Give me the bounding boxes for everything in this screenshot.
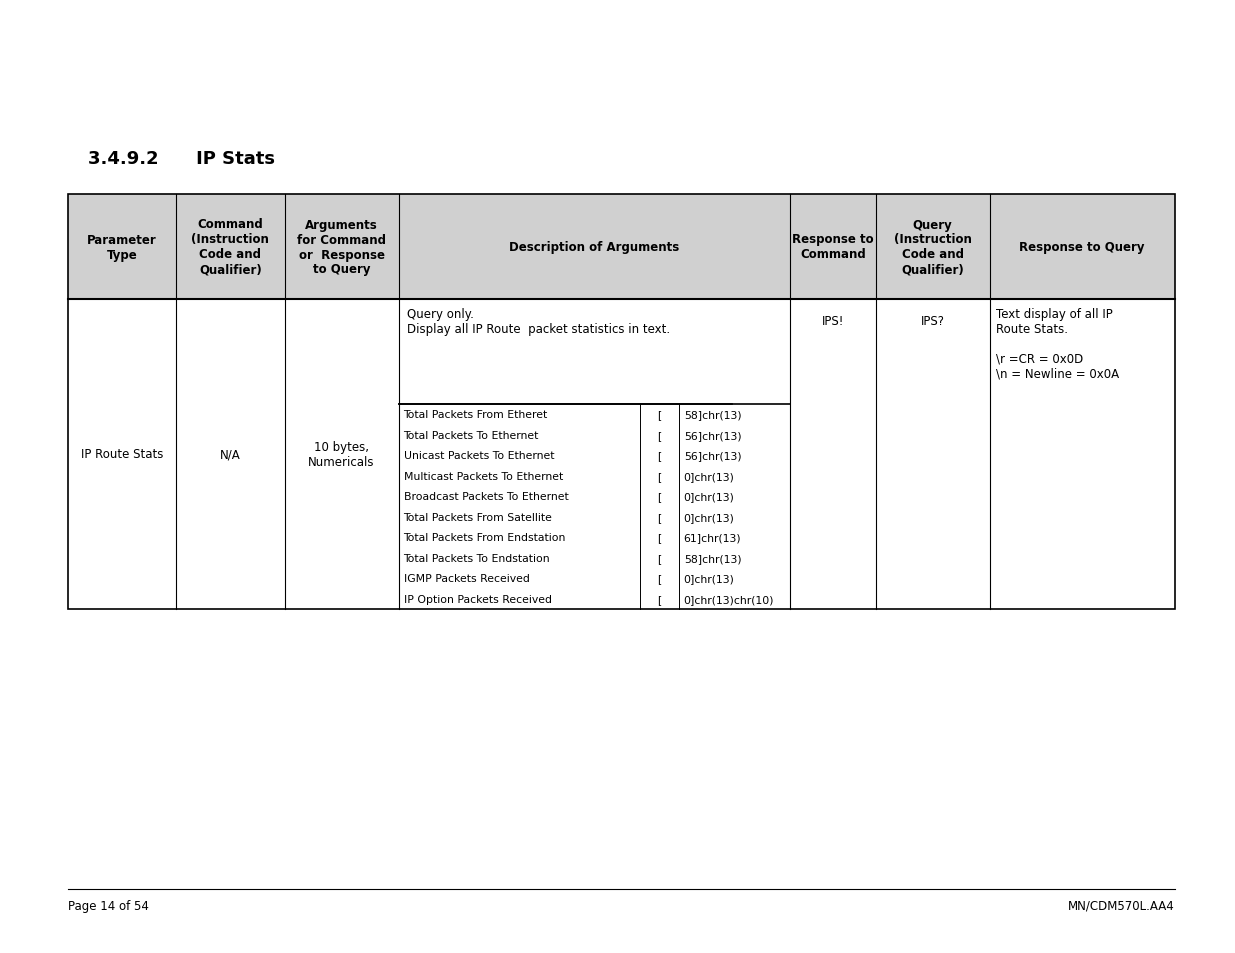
Text: Text display of all IP
Route Stats.

\r =CR = 0x0D
\n = Newline = 0x0A: Text display of all IP Route Stats. \r =… (995, 308, 1119, 380)
Bar (68, 299, 1174, 609)
Text: Parameter
Type: Parameter Type (88, 233, 157, 261)
Text: 3.4.9.2      IP Stats: 3.4.9.2 IP Stats (88, 150, 275, 168)
Text: Total Packets From Satellite: Total Packets From Satellite (404, 512, 552, 522)
Text: IGMP Packets Received: IGMP Packets Received (404, 574, 530, 583)
Text: 61]chr(13): 61]chr(13) (684, 533, 741, 542)
Text: [: [ (657, 553, 661, 563)
Text: IPS?: IPS? (920, 314, 945, 328)
Text: 58]chr(13): 58]chr(13) (684, 553, 741, 563)
Text: Total Packets To Endstation: Total Packets To Endstation (404, 553, 550, 563)
Bar (68, 194, 1174, 609)
Text: Broadcast Packets To Ethernet: Broadcast Packets To Ethernet (404, 492, 568, 501)
Text: Description of Arguments: Description of Arguments (509, 241, 679, 253)
Text: Response to Query: Response to Query (1019, 241, 1145, 253)
Text: [: [ (657, 492, 661, 501)
Text: MN/CDM570L.AA4: MN/CDM570L.AA4 (1068, 899, 1174, 912)
Bar (68, 194, 1174, 299)
Text: 0]chr(13): 0]chr(13) (684, 492, 735, 501)
Text: Total Packets From Endstation: Total Packets From Endstation (404, 533, 566, 542)
Text: 0]chr(13): 0]chr(13) (684, 574, 735, 583)
Text: Multicast Packets To Ethernet: Multicast Packets To Ethernet (404, 471, 563, 481)
Text: 58]chr(13): 58]chr(13) (684, 410, 741, 420)
Text: [: [ (657, 574, 661, 583)
Text: [: [ (657, 512, 661, 522)
Text: [: [ (657, 451, 661, 460)
Text: N/A: N/A (220, 448, 241, 461)
Text: Total Packets From Etheret: Total Packets From Etheret (404, 410, 548, 420)
Text: Response to
Command: Response to Command (792, 233, 874, 261)
Text: Arguments
for Command
or  Response
to Query: Arguments for Command or Response to Que… (298, 218, 387, 276)
Text: IPS!: IPS! (821, 314, 845, 328)
Text: 0]chr(13): 0]chr(13) (684, 512, 735, 522)
Text: [: [ (657, 471, 661, 481)
Text: [: [ (657, 410, 661, 420)
Text: 0]chr(13)chr(10): 0]chr(13)chr(10) (684, 594, 774, 604)
Text: [: [ (657, 533, 661, 542)
Text: Page 14 of 54: Page 14 of 54 (68, 899, 149, 912)
Text: Unicast Packets To Ethernet: Unicast Packets To Ethernet (404, 451, 555, 460)
Text: 10 bytes,
Numericals: 10 bytes, Numericals (309, 440, 374, 469)
Text: 56]chr(13): 56]chr(13) (684, 431, 741, 440)
Text: [: [ (657, 594, 661, 604)
Text: 0]chr(13): 0]chr(13) (684, 471, 735, 481)
Text: IP Option Packets Received: IP Option Packets Received (404, 594, 552, 604)
Text: [: [ (657, 431, 661, 440)
Text: Query
(Instruction
Code and
Qualifier): Query (Instruction Code and Qualifier) (894, 218, 972, 276)
Text: Query only.
Display all IP Route  packet statistics in text.: Query only. Display all IP Route packet … (406, 308, 669, 335)
Text: Command
(Instruction
Code and
Qualifier): Command (Instruction Code and Qualifier) (191, 218, 269, 276)
Text: Total Packets To Ethernet: Total Packets To Ethernet (404, 431, 538, 440)
Text: 56]chr(13): 56]chr(13) (684, 451, 741, 460)
Text: IP Route Stats: IP Route Stats (82, 448, 163, 461)
